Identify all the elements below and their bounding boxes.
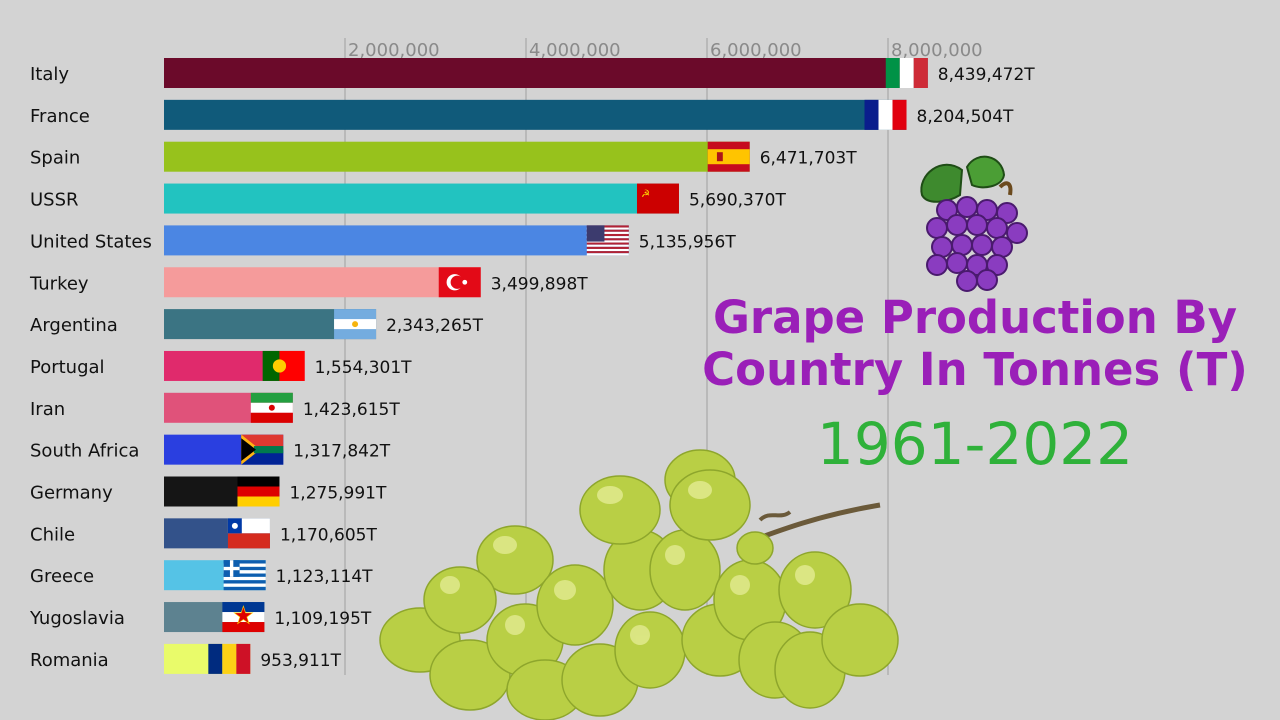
value-label: 1,123,114T [276,567,374,587]
value-label: 1,423,615T [303,400,401,420]
grape-cluster-icon [920,155,1028,292]
value-label: 1,317,842T [293,442,391,462]
portugal-flag-icon [262,350,305,381]
iran-flag-icon [250,392,293,423]
chile-flag-icon [227,518,270,549]
bar [164,267,481,298]
spain-flag-icon [707,141,750,172]
chart-title: Grape Production By Country In Tonnes (T… [690,292,1260,396]
usa-flag-icon [586,225,629,256]
greece-flag-icon [223,560,266,591]
chart-title-line-2: Country In Tonnes (T) [702,343,1248,396]
bar [164,141,750,172]
chart-title-line-1: Grape Production By [712,291,1238,344]
value-label: 8,204,504T [917,107,1015,127]
category-label: Germany [30,483,113,504]
bar [164,99,907,130]
germany-flag-icon [237,476,280,507]
chart-subtitle: 1961-2022 [816,410,1134,478]
bar [164,58,928,88]
turkey-flag-icon [438,267,481,298]
romania-flag-icon [208,643,251,674]
x-tick-label: 2,000,000 [348,40,440,61]
category-label: Romania [30,650,109,671]
svg-text:★: ★ [233,602,255,630]
category-label: United States [30,231,152,252]
value-label: 6,471,703T [760,149,858,169]
category-label: South Africa [30,441,139,462]
value-label: 1,554,301T [315,358,413,378]
green-grapes-image [379,449,899,720]
x-tick-label: 8,000,000 [891,40,983,61]
value-label: 2,343,265T [386,316,484,336]
category-label: Chile [30,524,75,545]
category-label: Italy [30,64,69,85]
value-label: 1,109,195T [274,609,372,629]
value-label: 5,690,370T [689,191,787,211]
yugoslavia-flag-icon: ★ [222,601,265,633]
value-label: 8,439,472T [938,65,1036,85]
value-label: 1,170,605T [280,525,378,545]
category-label: Greece [30,566,94,587]
category-label: France [30,106,90,127]
france-flag-icon [864,99,907,130]
category-label: Iran [30,399,65,420]
value-label: 953,911T [260,651,341,671]
category-label: USSR [30,190,79,211]
category-label: Argentina [30,315,118,336]
category-label: Yugoslavia [29,608,125,629]
category-label: Turkey [29,273,89,294]
south-africa-flag-icon [241,434,284,465]
argentina-flag-icon [334,309,377,340]
bar [164,225,629,256]
category-label: Spain [30,148,80,169]
value-label: 3,499,898T [491,274,589,294]
bar [164,183,679,214]
value-label: 1,275,991T [289,484,387,504]
svg-text:☭: ☭ [641,189,650,200]
category-label: Portugal [30,357,105,378]
italy-flag-icon [885,58,928,88]
x-tick-label: 6,000,000 [710,40,802,61]
x-tick-label: 4,000,000 [529,40,621,61]
value-label: 5,135,956T [639,232,737,252]
ussr-flag-icon: ☭ [636,183,679,214]
